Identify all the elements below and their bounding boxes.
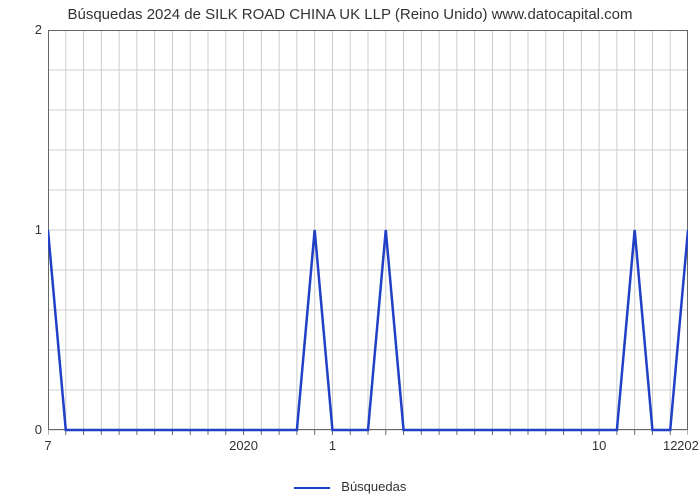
y-tick-label: 2 <box>12 22 42 37</box>
x-tick-label: 7 <box>44 438 51 453</box>
x-tick-label: 12 <box>663 438 677 453</box>
x-tick-label: 10 <box>592 438 606 453</box>
legend: Búsquedas <box>0 479 700 494</box>
y-tick-label: 0 <box>12 422 42 437</box>
y-tick-label: 1 <box>12 222 42 237</box>
x-tick-label: 2020 <box>229 438 258 453</box>
chart-plot <box>48 30 688 442</box>
chart-title: Búsquedas 2024 de SILK ROAD CHINA UK LLP… <box>0 6 700 23</box>
x-tick-label: 202 <box>677 438 699 453</box>
legend-line <box>294 487 330 489</box>
legend-label: Búsquedas <box>341 479 406 494</box>
x-tick-label: 1 <box>329 438 336 453</box>
